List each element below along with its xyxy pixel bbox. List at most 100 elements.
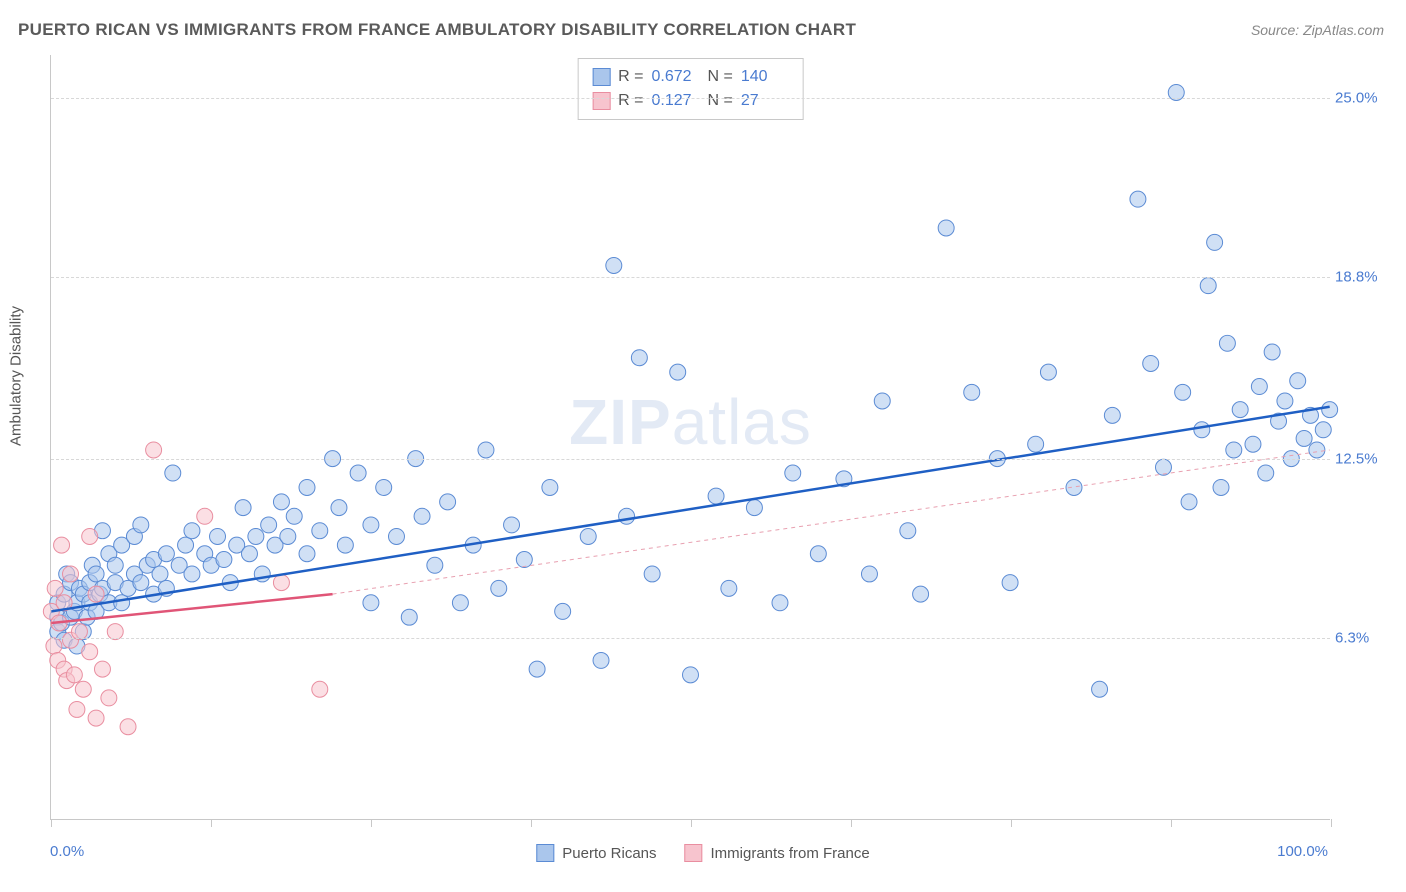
r-value: 0.127 — [652, 89, 700, 113]
scatter-point — [312, 681, 328, 697]
scatter-point — [644, 566, 660, 582]
x-tick — [1011, 819, 1012, 827]
scatter-point — [1290, 373, 1306, 389]
scatter-point — [1226, 442, 1242, 458]
scatter-point — [178, 537, 194, 553]
scatter-point — [133, 517, 149, 533]
scatter-point — [1315, 422, 1331, 438]
scatter-point — [152, 566, 168, 582]
gridline — [51, 277, 1330, 278]
scatter-point — [1251, 379, 1267, 395]
x-tick — [531, 819, 532, 827]
scatter-point — [1296, 430, 1312, 446]
n-value: 140 — [741, 65, 789, 89]
scatter-point — [1219, 335, 1235, 351]
scatter-point — [146, 442, 162, 458]
scatter-point — [1200, 278, 1216, 294]
scatter-point — [376, 479, 392, 495]
scatter-point — [874, 393, 890, 409]
scatter-point — [63, 566, 79, 582]
y-tick-label: 6.3% — [1335, 630, 1390, 647]
r-label: R = — [618, 65, 643, 89]
scatter-point — [504, 517, 520, 533]
scatter-point — [82, 528, 98, 544]
scatter-point — [708, 488, 724, 504]
legend-item: Puerto Ricans — [536, 844, 656, 862]
stats-row: R = 0.127 N = 27 — [592, 89, 789, 113]
scatter-point — [107, 557, 123, 573]
scatter-point — [248, 528, 264, 544]
scatter-point — [1040, 364, 1056, 380]
scatter-point — [1264, 344, 1280, 360]
gridline — [51, 98, 1330, 99]
scatter-point — [1213, 479, 1229, 495]
chart-plot-area: ZIPatlas R = 0.672 N = 140 R = 0.127 N =… — [50, 55, 1330, 820]
scatter-point — [1181, 494, 1197, 510]
scatter-point — [683, 667, 699, 683]
scatter-point — [331, 500, 347, 516]
scatter-point — [82, 644, 98, 660]
scatter-point — [158, 546, 174, 562]
scatter-point — [299, 479, 315, 495]
n-value: 27 — [741, 89, 789, 113]
scatter-point — [261, 517, 277, 533]
source-attribution: Source: ZipAtlas.com — [1251, 22, 1384, 38]
n-label: N = — [708, 89, 733, 113]
scatter-point — [810, 546, 826, 562]
x-tick — [1331, 819, 1332, 827]
scatter-point — [94, 661, 110, 677]
scatter-point — [1155, 459, 1171, 475]
scatter-point — [1232, 402, 1248, 418]
scatter-point — [88, 566, 104, 582]
scatter-point — [401, 609, 417, 625]
scatter-point — [312, 523, 328, 539]
scatter-point — [1104, 407, 1120, 423]
scatter-point — [593, 652, 609, 668]
scatter-point — [197, 508, 213, 524]
scatter-point — [1258, 465, 1274, 481]
scatter-point — [414, 508, 430, 524]
scatter-point — [427, 557, 443, 573]
scatter-point — [721, 580, 737, 596]
scatter-point — [478, 442, 494, 458]
stats-legend: R = 0.672 N = 140 R = 0.127 N = 27 — [577, 58, 804, 120]
source-label: Source: — [1251, 22, 1299, 38]
series-legend: Puerto Ricans Immigrants from France — [536, 844, 869, 862]
scatter-point — [363, 595, 379, 611]
scatter-point — [184, 523, 200, 539]
scatter-point — [772, 595, 788, 611]
scatter-point — [273, 575, 289, 591]
x-axis-max-label: 100.0% — [1277, 843, 1328, 860]
legend-label: Immigrants from France — [711, 845, 870, 862]
gridline — [51, 638, 1330, 639]
scatter-point — [88, 710, 104, 726]
chart-title: PUERTO RICAN VS IMMIGRANTS FROM FRANCE A… — [18, 20, 856, 40]
scatter-point — [88, 586, 104, 602]
n-label: N = — [708, 65, 733, 89]
y-tick-label: 18.8% — [1335, 269, 1390, 286]
y-tick-label: 25.0% — [1335, 90, 1390, 107]
scatter-point — [114, 595, 130, 611]
scatter-point — [1277, 393, 1293, 409]
scatter-point — [516, 552, 532, 568]
x-tick — [851, 819, 852, 827]
scatter-point — [1002, 575, 1018, 591]
scatter-point — [210, 528, 226, 544]
scatter-point — [606, 257, 622, 273]
scatter-point — [861, 566, 877, 582]
scatter-point — [69, 701, 85, 717]
legend-swatch — [592, 92, 610, 110]
scatter-point — [75, 681, 91, 697]
x-axis-min-label: 0.0% — [50, 843, 84, 860]
x-tick — [211, 819, 212, 827]
scatter-point — [1143, 355, 1159, 371]
scatter-point — [241, 546, 257, 562]
scatter-point — [299, 546, 315, 562]
scatter-point — [1028, 436, 1044, 452]
scatter-point — [619, 508, 635, 524]
scatter-point — [273, 494, 289, 510]
x-tick — [51, 819, 52, 827]
legend-item: Immigrants from France — [685, 844, 870, 862]
scatter-point — [670, 364, 686, 380]
scatter-point — [529, 661, 545, 677]
